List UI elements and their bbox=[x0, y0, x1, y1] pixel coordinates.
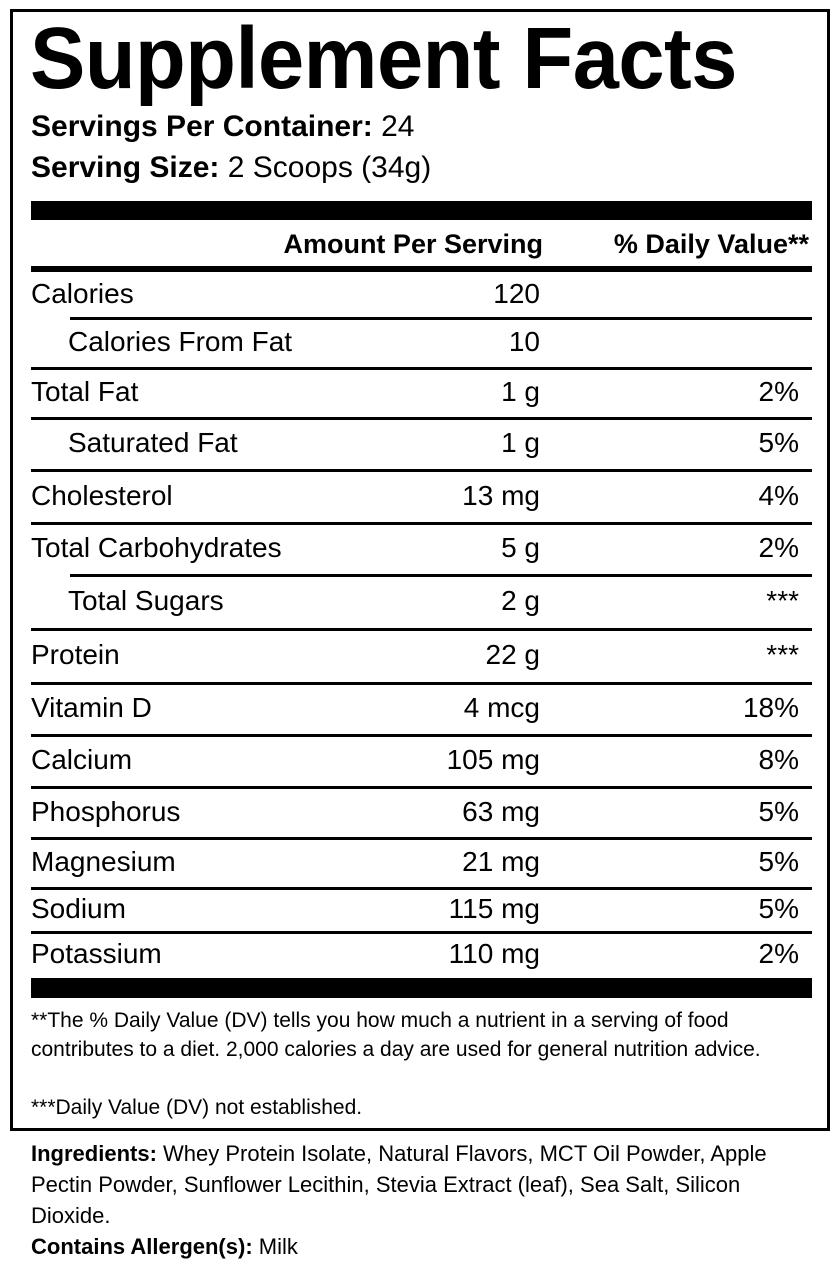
nutrient-name: Phosphorus bbox=[31, 796, 181, 827]
nutrient-amount: 110 mg bbox=[448, 938, 540, 969]
nutrient-name: Magnesium bbox=[31, 846, 176, 877]
nutrient-name: Protein bbox=[31, 639, 120, 670]
row-divider bbox=[31, 734, 812, 737]
nutrient-row: Magnesium 21 mg 5% bbox=[31, 838, 812, 888]
bottom-divider-bar bbox=[31, 978, 812, 998]
allergens-label: Contains Allergen(s): bbox=[31, 1234, 253, 1259]
nutrient-daily-value: 4% bbox=[758, 480, 799, 511]
nutrient-amount: 22 g bbox=[485, 639, 541, 670]
row-divider bbox=[31, 522, 812, 525]
panel-title: Supplement Facts bbox=[30, 9, 737, 107]
nutrient-amount: 21 mg bbox=[462, 846, 540, 877]
nutrient-daily-value: 18% bbox=[742, 692, 799, 723]
nutrient-daily-value: 5% bbox=[758, 846, 799, 877]
nutrient-amount: 1 g bbox=[501, 427, 540, 458]
nutrient-name: Calories From Fat bbox=[68, 326, 293, 357]
row-divider bbox=[31, 837, 812, 840]
servings-value: 24 bbox=[381, 110, 415, 143]
nutrient-name: Calories bbox=[31, 278, 134, 309]
nutrient-name: Potassium bbox=[31, 938, 162, 969]
nutrient-row: Vitamin D 4 mcg 18% bbox=[31, 683, 812, 735]
ingredients: Ingredients: Whey Protein Isolate, Natur… bbox=[31, 1138, 821, 1231]
nutrient-row: Phosphorus 63 mg 5% bbox=[31, 787, 812, 838]
nutrient-amount: 115 mg bbox=[448, 893, 540, 924]
top-divider-bar bbox=[31, 201, 812, 220]
nutrient-row: Total Sugars 2 g *** bbox=[31, 575, 812, 629]
nutrient-row: Protein 22 g *** bbox=[31, 629, 812, 683]
row-divider bbox=[31, 628, 812, 631]
nutrient-daily-value: *** bbox=[766, 639, 799, 670]
nutrient-daily-value: 5% bbox=[758, 796, 799, 827]
nutrient-row: Total Fat 1 g 2% bbox=[31, 368, 812, 418]
row-divider bbox=[31, 682, 812, 685]
nutrient-daily-value: 2% bbox=[758, 938, 799, 969]
ingredients-label: Ingredients: bbox=[31, 1141, 157, 1166]
header-divider bbox=[31, 266, 812, 272]
nutrient-daily-value: 2% bbox=[758, 532, 799, 563]
nutrient-row: Cholesterol 13 mg 4% bbox=[31, 470, 812, 523]
nutrient-daily-value: 5% bbox=[758, 427, 799, 458]
row-divider bbox=[70, 317, 812, 320]
nutrient-row: Calories 120 bbox=[31, 272, 812, 318]
nutrient-row: Potassium 110 mg 2% bbox=[31, 932, 812, 978]
nutrient-daily-value: *** bbox=[766, 585, 799, 616]
nutrient-amount: 120 bbox=[493, 278, 540, 309]
row-divider bbox=[31, 469, 812, 472]
nutrient-name: Vitamin D bbox=[31, 692, 152, 723]
row-divider bbox=[31, 417, 812, 420]
nutrient-amount: 5 g bbox=[501, 532, 540, 563]
nutrient-name: Cholesterol bbox=[31, 480, 173, 511]
row-divider bbox=[70, 574, 812, 577]
allergens-text: Milk bbox=[252, 1234, 298, 1259]
nutrient-amount: 4 mcg bbox=[463, 692, 540, 723]
nutrient-row: Total Carbohydrates 5 g 2% bbox=[31, 523, 812, 575]
dv-footnote: **The % Daily Value (DV) tells you how m… bbox=[31, 1009, 761, 1061]
serving-size-label: Serving Size: bbox=[31, 151, 220, 184]
nutrient-name: Calcium bbox=[31, 744, 133, 775]
row-divider bbox=[31, 367, 812, 370]
nutrient-row: Calcium 105 mg 8% bbox=[31, 735, 812, 787]
nutrient-name: Total Fat bbox=[31, 376, 139, 407]
row-divider bbox=[31, 931, 812, 934]
nutrient-name: Sodium bbox=[31, 893, 126, 924]
nutrient-amount: 13 mg bbox=[462, 480, 540, 511]
nutrient-amount: 10 bbox=[508, 326, 540, 357]
nutrient-row: Saturated Fat 1 g 5% bbox=[31, 418, 812, 470]
daily-value-header: % Daily Value** bbox=[613, 229, 809, 259]
nutrient-row: Sodium 115 mg 5% bbox=[31, 888, 812, 932]
amount-per-serving-header: Amount Per Serving bbox=[283, 229, 543, 259]
row-divider bbox=[31, 786, 812, 789]
nutrient-amount: 2 g bbox=[501, 585, 540, 616]
nutrient-amount: 1 g bbox=[501, 376, 540, 407]
ingredients-text: Whey Protein Isolate, Natural Flavors, M… bbox=[31, 1141, 767, 1228]
servings-per-container: Servings Per Container: 24 bbox=[31, 110, 414, 144]
nutrient-daily-value: 2% bbox=[758, 376, 799, 407]
serving-size-value: 2 Scoops (34g) bbox=[227, 151, 432, 184]
nutrient-name: Saturated Fat bbox=[68, 427, 238, 458]
nutrient-name: Total Carbohydrates bbox=[31, 532, 282, 563]
nutrient-amount: 63 mg bbox=[462, 796, 540, 827]
nutrient-name: Total Sugars bbox=[68, 585, 224, 616]
supplement-facts-panel bbox=[10, 9, 830, 1131]
row-divider bbox=[31, 887, 812, 890]
allergens: Contains Allergen(s): Milk bbox=[31, 1231, 821, 1262]
not-established-footnote: ***Daily Value (DV) not established. bbox=[31, 1096, 363, 1119]
nutrient-daily-value: 8% bbox=[758, 744, 799, 775]
nutrient-row: Calories From Fat 10 bbox=[31, 318, 812, 368]
nutrient-amount: 105 mg bbox=[446, 744, 540, 775]
serving-size: Serving Size: 2 Scoops (34g) bbox=[31, 151, 431, 185]
servings-label: Servings Per Container: bbox=[31, 110, 373, 143]
nutrient-daily-value: 5% bbox=[758, 893, 799, 924]
